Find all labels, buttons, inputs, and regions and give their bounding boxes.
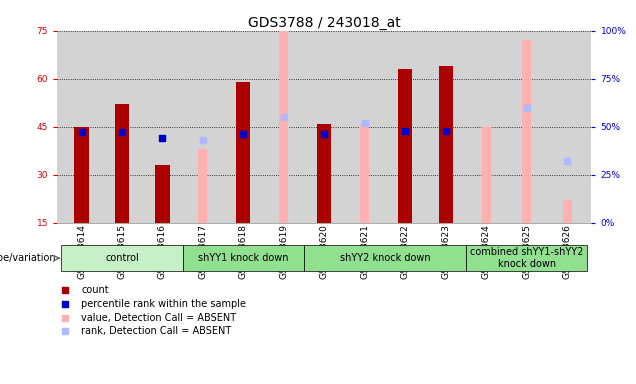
- Bar: [115, 104, 129, 223]
- Text: shYY1 knock down: shYY1 knock down: [198, 253, 289, 263]
- Text: percentile rank within the sample: percentile rank within the sample: [81, 299, 246, 309]
- Bar: [279, 12, 288, 223]
- Text: value, Detection Call = ABSENT: value, Detection Call = ABSENT: [81, 313, 237, 323]
- Text: shYY2 knock down: shYY2 knock down: [340, 253, 431, 263]
- Point: [562, 158, 572, 164]
- Text: genotype/variation: genotype/variation: [0, 253, 57, 263]
- Point: [198, 137, 208, 143]
- Point: [238, 131, 249, 137]
- Point: [441, 127, 451, 134]
- Text: count: count: [81, 285, 109, 295]
- Bar: [439, 66, 453, 223]
- Bar: [317, 124, 331, 223]
- Point: [117, 129, 127, 136]
- Bar: [563, 200, 572, 223]
- Bar: [237, 82, 251, 223]
- Point: [76, 129, 86, 136]
- Text: rank, Detection Call = ABSENT: rank, Detection Call = ABSENT: [81, 326, 232, 336]
- Bar: [466, 245, 588, 271]
- Text: combined shYY1-shYY2
knock down: combined shYY1-shYY2 knock down: [470, 247, 583, 269]
- Bar: [522, 40, 531, 223]
- Bar: [361, 124, 370, 223]
- Point: [360, 120, 370, 126]
- Bar: [61, 245, 183, 271]
- Bar: [183, 245, 304, 271]
- Bar: [398, 69, 412, 223]
- Bar: [304, 245, 466, 271]
- Bar: [482, 127, 491, 223]
- Bar: [198, 149, 207, 223]
- Bar: [155, 165, 170, 223]
- Point: [279, 114, 289, 120]
- Text: control: control: [105, 253, 139, 263]
- Bar: [74, 127, 88, 223]
- Point: [60, 301, 71, 307]
- Point: [60, 287, 71, 293]
- Point: [60, 328, 71, 334]
- Point: [157, 135, 167, 141]
- Point: [400, 127, 410, 134]
- Point: [522, 104, 532, 111]
- Point: [319, 131, 329, 137]
- Point: [60, 315, 71, 321]
- Title: GDS3788 / 243018_at: GDS3788 / 243018_at: [248, 16, 401, 30]
